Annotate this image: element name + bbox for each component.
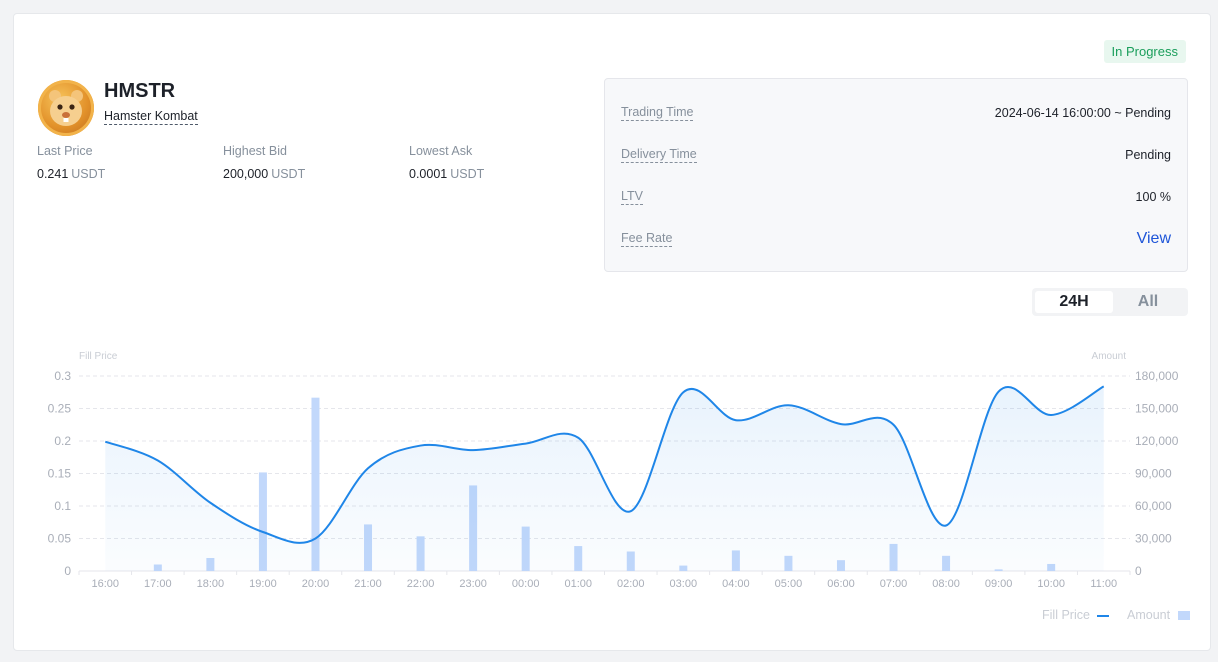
token-symbol: HMSTR — [104, 80, 176, 102]
stat-label: Lowest Ask — [409, 144, 473, 158]
x-tick-label: 06:00 — [827, 578, 855, 590]
x-tick-label: 23:00 — [459, 578, 487, 590]
x-tick-label: 18:00 — [197, 578, 225, 590]
stat-unit: USDT — [450, 167, 485, 181]
x-tick-label: 09:00 — [985, 578, 1013, 590]
y2-tick-label: 120,000 — [1135, 434, 1179, 448]
y-tick-label: 0.25 — [48, 402, 72, 416]
info-row-trading-time: Trading Time 2024-06-14 16:00:00 ~ Pendi… — [621, 103, 1171, 123]
stat-highest-bid: Highest Bid 200,000 USDT — [223, 144, 305, 181]
range-toggle: 24H All — [1032, 288, 1188, 316]
legend-line-swatch — [1097, 614, 1110, 617]
trading-time-label[interactable]: Trading Time — [621, 105, 694, 121]
ltv-label[interactable]: LTV — [621, 189, 643, 205]
x-tick-label: 03:00 — [670, 578, 698, 590]
legend-fill-price-label: Fill Price — [1042, 608, 1090, 622]
y2-axis-title: Amount — [1092, 351, 1127, 362]
legend-amount-label: Amount — [1127, 608, 1171, 622]
delivery-time-label[interactable]: Delivery Time — [621, 147, 697, 163]
trading-time-value: 2024-06-14 16:00:00 ~ Pending — [994, 106, 1171, 120]
price-amount-chart: Fill Price Amount 0 0 0.05 30,000 0.1 60,000 0.1… — [48, 351, 1179, 590]
fee-rate-view-link[interactable]: View — [1136, 230, 1171, 247]
y-tick-label: 0.3 — [54, 369, 71, 383]
y2-tick-label: 180,000 — [1135, 369, 1179, 383]
x-tick-label: 20:00 — [302, 578, 330, 590]
x-tick-label: 22:00 — [407, 578, 435, 590]
info-row-fee-rate: Fee Rate View — [621, 229, 1171, 249]
stat-label: Highest Bid — [223, 144, 287, 158]
y2-tick-label: 30,000 — [1135, 532, 1172, 546]
x-tick-label: 10:00 — [1037, 578, 1065, 590]
x-tick-label: 19:00 — [249, 578, 277, 590]
fee-rate-label[interactable]: Fee Rate — [621, 231, 673, 247]
x-tick-label: 16:00 — [92, 578, 120, 590]
legend-amount: Amount — [1127, 608, 1190, 622]
legend-bar-swatch — [1177, 611, 1190, 621]
stat-value: 0.241 — [37, 167, 69, 181]
stat-value-row: 200,000 USDT — [223, 167, 305, 181]
stat-value: 200,000 — [223, 167, 269, 181]
stat-last-price: Last Price 0.241 USDT — [37, 144, 105, 181]
y-tick-label: 0.1 — [54, 499, 71, 513]
y-tick-label: 0.15 — [48, 467, 72, 481]
ltv-value: 100 % — [1135, 190, 1171, 204]
x-tick-label: 17:00 — [144, 578, 172, 590]
info-row-delivery-time: Delivery Time Pending — [621, 145, 1171, 165]
stat-value-row: 0.241 USDT — [37, 167, 105, 181]
y2-tick-label: 0 — [1135, 564, 1142, 578]
fill-price-line — [104, 385, 1105, 544]
x-tick-label: 08:00 — [932, 578, 960, 590]
status-badge: In Progress — [1103, 40, 1186, 63]
y2-tick-label: 60,000 — [1135, 499, 1172, 513]
x-tick-label: 11:00 — [1090, 578, 1117, 590]
x-tick-label: 02:00 — [617, 578, 645, 590]
stat-lowest-ask: Lowest Ask 0.0001 USDT — [409, 144, 484, 181]
hamster-avatar — [38, 80, 94, 136]
x-tick-label: 05:00 — [775, 578, 803, 590]
stat-value-row: 0.0001 USDT — [409, 167, 484, 181]
info-row-ltv: LTV 100 % — [621, 187, 1171, 207]
delivery-time-value: Pending — [1125, 148, 1171, 162]
y2-tick-label: 90,000 — [1135, 467, 1172, 481]
market-card: In Progress HMSTR Hamster Kombat Last Pr… — [13, 13, 1211, 651]
tab-24h[interactable]: 24H — [1035, 291, 1113, 313]
y-tick-label: 0 — [64, 564, 71, 578]
stat-label: Last Price — [37, 144, 93, 158]
x-tick-label: 04:00 — [722, 578, 750, 590]
x-tick-label: 21:00 — [354, 578, 382, 590]
amount-bar — [311, 397, 320, 571]
stat-unit: USDT — [71, 167, 106, 181]
tab-all[interactable]: All — [1137, 293, 1159, 310]
y-axis-title: Fill Price — [79, 351, 118, 362]
x-tick-label: 00:00 — [512, 578, 540, 590]
amount-bar — [258, 472, 267, 571]
x-tick-label: 01:00 — [564, 578, 592, 590]
stat-unit: USDT — [271, 167, 306, 181]
token-name[interactable]: Hamster Kombat — [104, 109, 198, 125]
legend-fill-price: Fill Price — [1042, 608, 1110, 622]
y-tick-label: 0.2 — [54, 434, 71, 448]
fill-price-area — [105, 386, 1104, 571]
hamster-icon — [49, 90, 83, 126]
y2-tick-label: 150,000 — [1135, 402, 1179, 416]
info-panel: Trading Time 2024-06-14 16:00:00 ~ Pendi… — [604, 78, 1188, 272]
x-tick-label: 07:00 — [880, 578, 908, 590]
stat-value: 0.0001 — [409, 167, 448, 181]
y-tick-label: 0.05 — [48, 532, 72, 546]
